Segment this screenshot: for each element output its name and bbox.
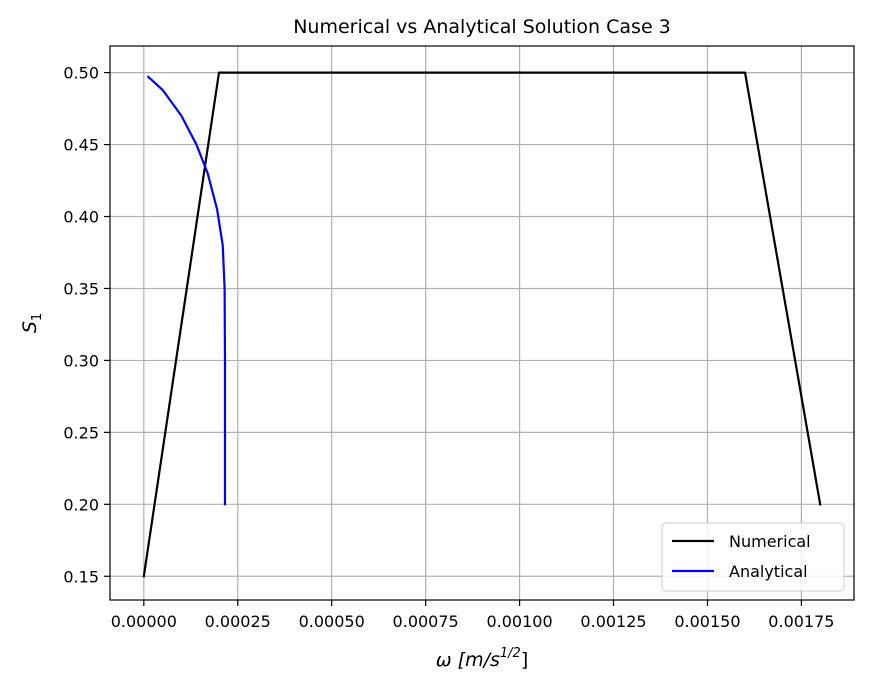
legend-label-numerical: Numerical (729, 532, 811, 551)
y-tick-label: 0.20 (63, 495, 99, 514)
x-tick-label: 0.00050 (299, 612, 365, 631)
x-tick-label: 0.00175 (768, 612, 834, 631)
y-tick-label: 0.25 (63, 423, 99, 442)
y-tick-label: 0.30 (63, 351, 99, 370)
x-tick-label: 0.00025 (205, 612, 271, 631)
y-tick-label: 0.35 (63, 279, 99, 298)
legend: Numerical Analytical (661, 522, 845, 592)
legend-label-analytical: Analytical (729, 562, 808, 581)
chart-title: Numerical vs Analytical Solution Case 3 (293, 16, 671, 38)
grid (110, 46, 854, 600)
series-layer (142, 71, 822, 578)
x-axis-label: ω [m/s1/2] (436, 646, 529, 671)
x-tick-label: 0.00125 (580, 612, 646, 631)
series-line-analytical (146, 75, 227, 506)
y-axis-label: S1 (19, 313, 45, 333)
ticks: 0.00000 0.00025 0.00050 0.00075 0.00100 0.001… (63, 64, 834, 631)
plot-frame (109, 45, 855, 601)
x-tick-label: 0.00075 (393, 612, 459, 631)
y-tick-label: 0.45 (63, 136, 99, 155)
x-tick-label: 0.00150 (674, 612, 740, 631)
x-tick-label: 0.00100 (486, 612, 552, 631)
series-line-numerical (142, 71, 822, 578)
y-tick-label: 0.50 (63, 64, 99, 83)
x-tick-label: 0.00000 (111, 612, 177, 631)
y-tick-label: 0.15 (63, 567, 99, 586)
y-tick-label: 0.40 (63, 208, 99, 227)
